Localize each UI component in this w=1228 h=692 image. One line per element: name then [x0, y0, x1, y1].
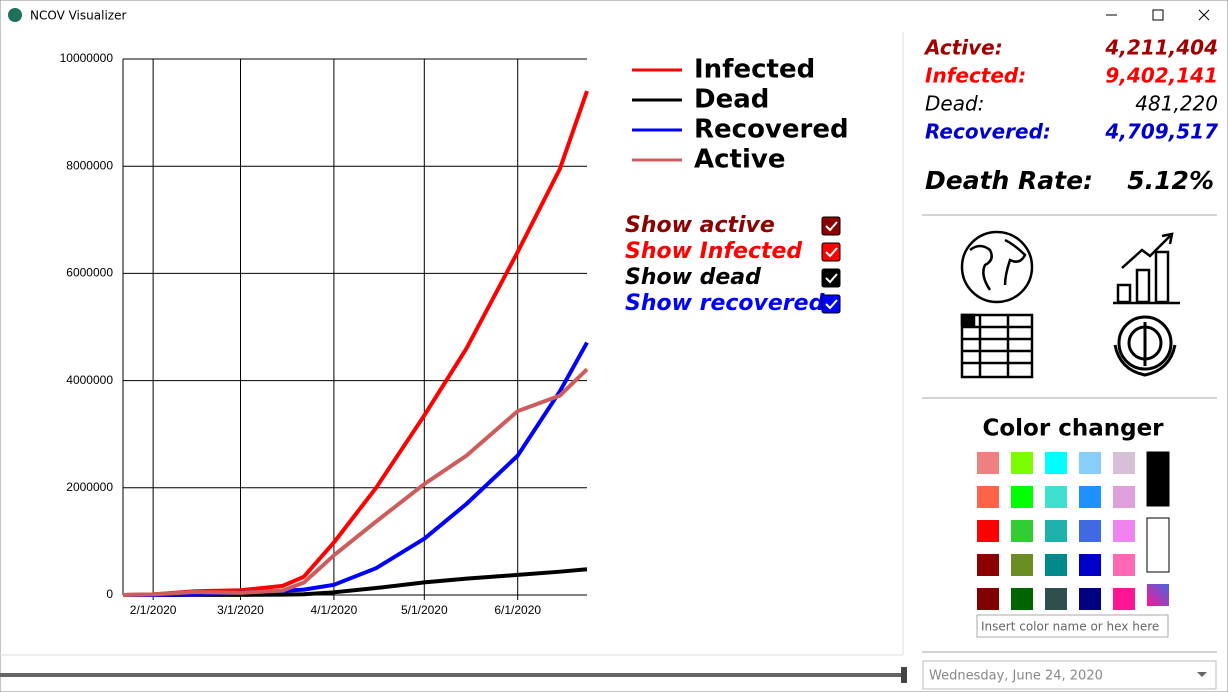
- y-tick-label: 2000000: [66, 480, 113, 494]
- toggle-label[interactable]: Show active: [625, 213, 775, 238]
- color-swatch[interactable]: [1079, 554, 1101, 576]
- globe-icon[interactable]: [960, 230, 1034, 304]
- series-line: [122, 367, 589, 597]
- checkmark: [825, 299, 838, 310]
- toggle-label[interactable]: Show Infected: [625, 239, 802, 264]
- stat-label: Recovered:: [925, 120, 1051, 144]
- color-swatch[interactable]: [1113, 486, 1135, 508]
- color-swatch[interactable]: [1045, 588, 1067, 610]
- custom-swatch[interactable]: [1147, 584, 1169, 606]
- x-tick-label: 5/1/2020: [401, 603, 448, 617]
- color-swatch[interactable]: [1011, 452, 1033, 474]
- color-swatch[interactable]: [1045, 554, 1067, 576]
- legend-label: Active: [694, 145, 785, 175]
- legend-label: Recovered: [694, 115, 849, 145]
- current-color[interactable]: [1146, 451, 1170, 507]
- stat-value: 9,402,141: [1105, 64, 1218, 88]
- new-color[interactable]: [1146, 517, 1170, 573]
- color-swatch[interactable]: [1011, 486, 1033, 508]
- stat-value: 4,709,517: [1104, 120, 1218, 144]
- stats-icon[interactable]: [1113, 232, 1180, 305]
- app-icon: [8, 8, 22, 22]
- checkmark: [825, 247, 838, 258]
- who-icon[interactable]: [1113, 315, 1177, 377]
- window-title: NCOV Visualizer: [30, 9, 126, 23]
- legend-label: Infected: [694, 55, 815, 85]
- x-tick-label: 3/1/2020: [217, 603, 264, 617]
- stat-value: 481,220: [1135, 92, 1218, 116]
- timeline-slider[interactable]: [0, 673, 905, 677]
- color-swatch[interactable]: [977, 520, 999, 542]
- color-swatch[interactable]: [1113, 554, 1135, 576]
- dropdown-arrow: [1197, 672, 1207, 677]
- stat-value: 4,211,404: [1104, 36, 1218, 60]
- checkmark: [825, 273, 838, 284]
- color-swatch[interactable]: [977, 452, 999, 474]
- color-input[interactable]: [976, 614, 1169, 638]
- close-button[interactable]: [1198, 9, 1210, 21]
- x-tick-label: 6/1/2020: [494, 603, 541, 617]
- color-swatch[interactable]: [1045, 520, 1067, 542]
- stat-label: Active:: [923, 36, 1003, 60]
- color-swatch[interactable]: [1011, 588, 1033, 610]
- checkbox[interactable]: [821, 294, 841, 314]
- color-swatch[interactable]: [1011, 520, 1033, 542]
- x-tick-label: 2/1/2020: [130, 603, 177, 617]
- color-swatch[interactable]: [977, 554, 999, 576]
- y-tick-label: 8000000: [66, 158, 113, 172]
- legend-label: Dead: [694, 85, 769, 115]
- slider-thumb[interactable]: [901, 667, 907, 683]
- toggle-label[interactable]: Show dead: [625, 265, 761, 290]
- color-swatch[interactable]: [1113, 588, 1135, 610]
- color-swatch[interactable]: [977, 486, 999, 508]
- x-tick-label: 4/1/2020: [311, 603, 358, 617]
- stat-label: Dead:: [925, 92, 984, 116]
- date-picker[interactable]: [922, 660, 1217, 690]
- series-line: [122, 341, 589, 597]
- death-rate-value: 5.12%: [1127, 166, 1214, 195]
- color-swatch[interactable]: [1113, 520, 1135, 542]
- color-swatch[interactable]: [1011, 554, 1033, 576]
- stat-label: Infected:: [925, 64, 1026, 88]
- color-swatch[interactable]: [1045, 452, 1067, 474]
- y-tick-label: 0: [106, 587, 113, 601]
- y-tick-label: 4000000: [66, 373, 113, 387]
- checkbox[interactable]: [821, 242, 841, 262]
- color-swatch[interactable]: [1045, 486, 1067, 508]
- color-swatch[interactable]: [1079, 520, 1101, 542]
- color-swatch[interactable]: [1079, 588, 1101, 610]
- color-changer-title: Color changer: [982, 416, 1164, 442]
- color-swatch[interactable]: [1113, 452, 1135, 474]
- date-picker-value: Wednesday, June 24, 2020: [929, 669, 1103, 684]
- color-swatch[interactable]: [1079, 486, 1101, 508]
- maximize-button[interactable]: [1152, 9, 1164, 21]
- checkbox[interactable]: [821, 268, 841, 288]
- table-icon[interactable]: [960, 313, 1034, 379]
- color-swatch[interactable]: [977, 588, 999, 610]
- y-tick-label: 6000000: [66, 266, 113, 280]
- checkbox[interactable]: [821, 216, 841, 236]
- color-input-placeholder: Insert color name or hex here: [981, 620, 1159, 634]
- checkmark: [825, 221, 838, 232]
- death-rate-label: Death Rate:: [925, 166, 1093, 195]
- toggle-label[interactable]: Show recovered: [625, 291, 825, 316]
- color-swatch[interactable]: [1079, 452, 1101, 474]
- y-tick-label: 10000000: [60, 51, 114, 65]
